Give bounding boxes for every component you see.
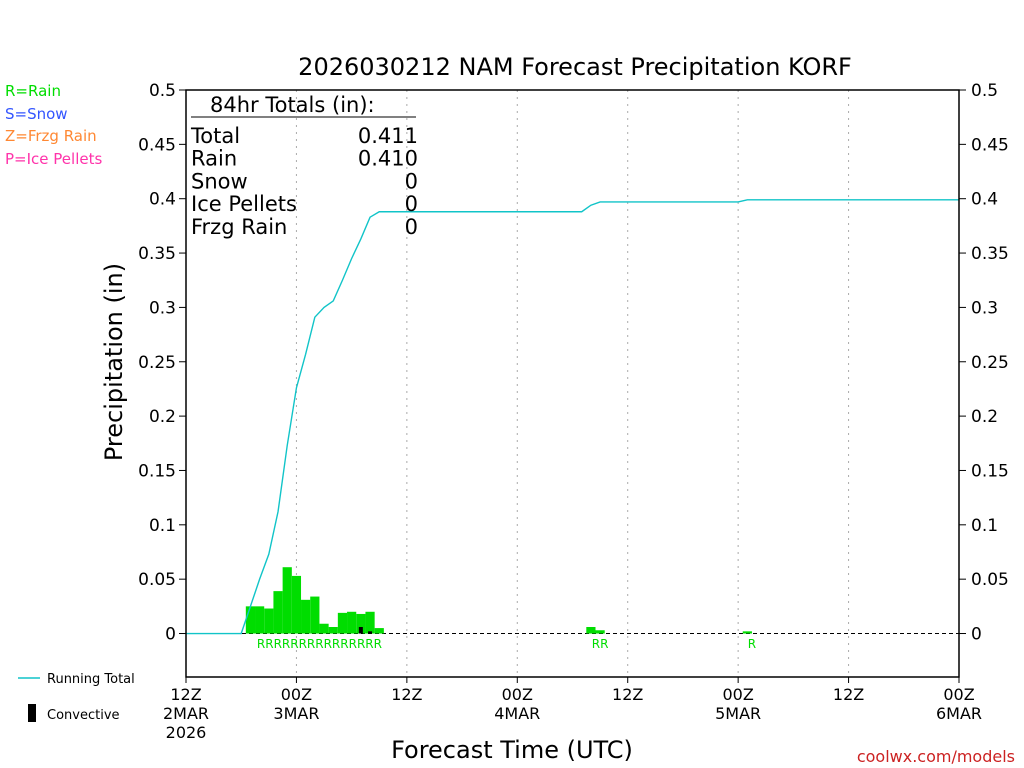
totals-row-label: Snow [191,169,248,193]
totals-row-value: 0 [405,215,418,239]
y-tick-label-right: 0.2 [971,407,998,427]
rain-bar [374,628,384,634]
convective-bar [368,631,373,634]
precip-type-markers: RRRRRRRRRRRRRRR RR R [257,637,756,651]
plot-frame [185,89,960,678]
x-axis-label: Forecast Time (UTC) [391,736,633,764]
type-marker: RRRRRRRRRRRRRRR [257,637,382,651]
x-tick-label: 2MAR [163,704,209,723]
precip-bars [245,567,752,634]
grid-lines [186,90,959,677]
rain-bar [273,591,283,634]
totals-row-value: 0.411 [358,124,418,148]
type-marker: RR [592,637,609,651]
rain-bar [310,596,320,634]
convective-bar [358,626,363,634]
rain-bar [356,613,366,634]
x-tick-label: 12Z [391,685,422,704]
y-tick-label-right: 0.45 [971,135,1009,155]
plot-border [185,89,960,678]
totals-row-value: 0.410 [358,147,418,171]
y-tick-label-left: 0.15 [138,461,176,481]
rain-bar [347,611,357,634]
precip-type-legend: R=Rain S=Snow Z=Frzg Rain P=Ice Pellets [5,82,102,168]
x-tick-label: 12Z [833,685,864,704]
legend-frzg-rain: Z=Frzg Rain [5,127,97,145]
totals-row-label: Total [190,124,240,148]
rain-bar [328,626,338,634]
rain-bar [586,626,596,634]
y-tick-label-right: 0 [971,625,982,645]
totals-rows: Total 0.411 Rain 0.410 Snow 0 Ice Pellets 0 Frzg… [190,124,418,239]
y-tick-label-left: 0.1 [149,516,176,536]
y-tick-label-left: 0.2 [149,407,176,427]
y-tick-label-right: 0.35 [971,244,1009,264]
y-tick-label-right: 0.25 [971,353,1009,373]
convective-legend-label: Convective [47,708,120,723]
running-total-polyline [186,199,959,635]
x-tick-label: 3MAR [273,704,319,723]
x-tick-label: 00Z [722,685,753,704]
totals-row-label: Ice Pellets [191,192,297,216]
y-tick-label-left: 0.45 [138,135,176,155]
series-legend: Running Total Convective [18,672,135,723]
y-tick-label-right: 0.1 [971,516,998,536]
totals-row-label: Frzg Rain [191,215,287,239]
legend-snow: S=Snow [5,105,68,123]
totals-row-value: 0 [405,192,418,216]
running-total-line [186,199,959,635]
type-marker: R [748,637,756,651]
legend-rain: R=Rain [5,82,61,100]
rain-bar [595,630,605,634]
x-tick-label: 00Z [502,685,533,704]
x-tick-label: 5MAR [715,704,761,723]
rain-bar [365,611,375,634]
totals-row-value: 0 [405,169,418,193]
y-tick-label-left: 0 [165,625,176,645]
running-total-legend-label: Running Total [47,672,135,687]
y-tick-label-right: 0.05 [971,570,1009,590]
rain-bar [255,606,265,634]
y-tick-label-left: 0.4 [149,190,176,210]
y-tick-labels: 0.5 0.5 0.45 0.45 0.4 0.4 0.35 0.35 0.3 0.3 0.25 0.… [138,81,1009,645]
y-tick-label-left: 0.35 [138,244,176,264]
y-tick-label-right: 0.4 [971,190,998,210]
x-tick-label: 00Z [943,685,974,704]
totals-box: 84hr Totals (in): Total 0.411 Rain 0.410 Sno… [190,93,418,239]
rain-bar [301,599,311,634]
rain-bar [245,606,256,634]
credit-text: coolwx.com/models [857,747,1015,766]
chart-title: 2026030212 NAM Forecast Precipitation KO… [298,53,852,81]
rain-bar [282,567,292,634]
y-tick-label-left: 0.5 [149,81,176,101]
totals-title: 84hr Totals (in): [210,93,375,117]
rain-bar [264,608,274,634]
x-tick-label: 12Z [170,685,201,704]
x-tick-label: 4MAR [494,704,540,723]
x-tick-label: 6MAR [936,704,982,723]
x-tick-label: 00Z [281,685,312,704]
x-tick-label: 2026 [166,723,207,742]
rain-bar [291,575,302,634]
rain-bar [742,631,752,634]
rain-bar [319,623,329,634]
y-axis-label: Precipitation (in) [100,263,128,461]
y-tick-label-right: 0.5 [971,81,998,101]
legend-ice-pellets: P=Ice Pellets [5,150,102,168]
convective-legend-swatch [28,704,36,722]
y-tick-label-left: 0.3 [149,298,176,318]
totals-row-label: Rain [191,147,237,171]
y-tick-label-right: 0.15 [971,461,1009,481]
rain-bar [337,612,348,634]
y-tick-label-left: 0.25 [138,353,176,373]
x-tick-label: 12Z [612,685,643,704]
y-tick-label-right: 0.3 [971,298,998,318]
y-tick-label-left: 0.05 [138,570,176,590]
